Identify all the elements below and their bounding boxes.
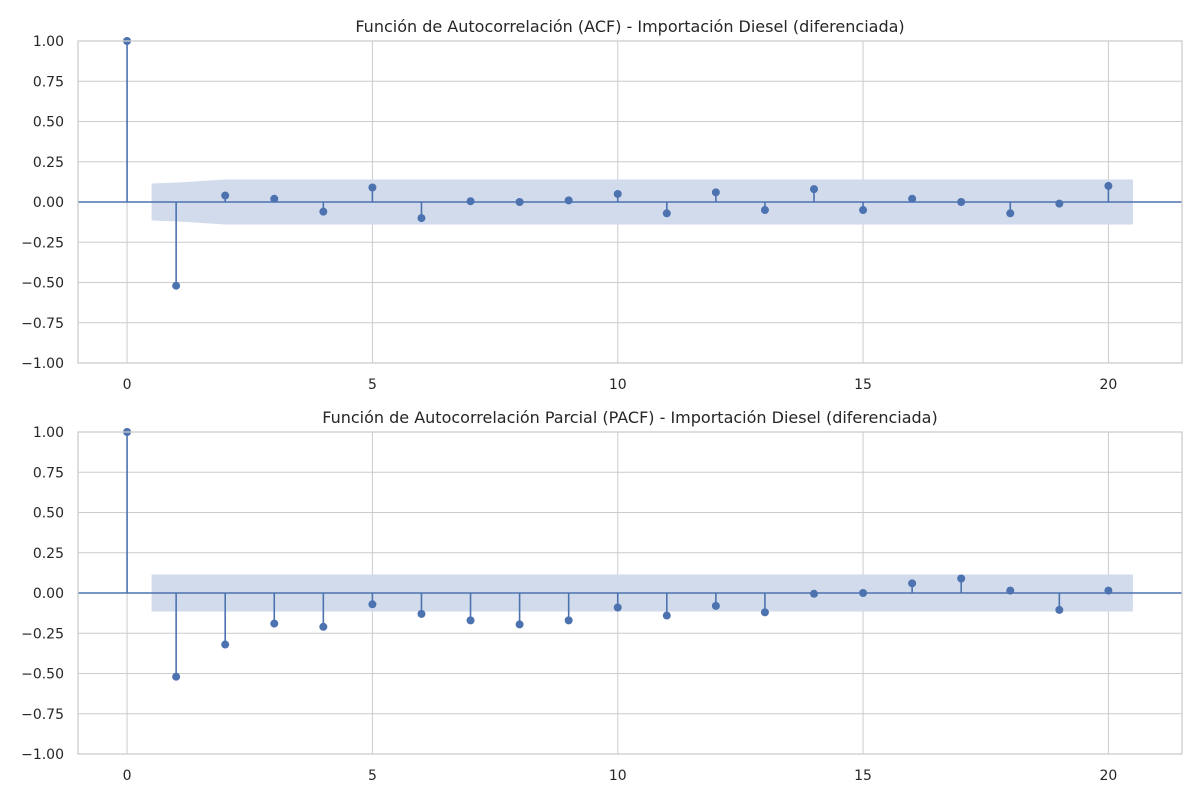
acf-point-lag-7 <box>466 197 475 206</box>
pacf-point-lag-12 <box>711 601 720 610</box>
pacf-point-lag-2 <box>221 640 230 649</box>
pacf-axes-frame <box>77 431 1183 755</box>
acf-point-lag-20 <box>1104 181 1113 190</box>
pacf-ytick-label: −0.25 <box>21 626 64 642</box>
pacf-point-lag-5 <box>368 600 377 609</box>
pacf-point-lag-3 <box>270 619 279 628</box>
pacf-point-lag-19 <box>1055 605 1064 614</box>
pacf-stems <box>123 428 1113 681</box>
acf-point-lag-1 <box>172 281 181 290</box>
acf-point-lag-2 <box>221 191 230 200</box>
acf-point-lag-14 <box>810 185 818 194</box>
pacf-ytick-label: 0.50 <box>33 506 64 522</box>
pacf-point-lag-16 <box>908 579 917 588</box>
acf-point-lag-11 <box>662 209 671 218</box>
acf-xtick-label: 0 <box>123 377 132 393</box>
acf-point-lag-13 <box>760 206 769 215</box>
acf-point-lag-8 <box>515 198 524 206</box>
pacf-xtick-label: 0 <box>123 768 132 784</box>
acf-title: Función de Autocorrelación (ACF) - Impor… <box>355 17 904 36</box>
pacf-point-lag-20 <box>1104 586 1113 595</box>
pacf-ytick-label: −0.75 <box>21 707 64 723</box>
acf-xtick-label: 5 <box>368 377 377 393</box>
pacf-xtick-label: 15 <box>854 768 872 784</box>
pacf-point-lag-6 <box>417 609 426 618</box>
pacf-point-lag-13 <box>760 608 769 617</box>
pacf-panel: 1.00 0.75 0.50 0.25 0.00 −0.25 −0.50 −0.75 −1.00… <box>21 408 1183 784</box>
pacf-ytick-label: 0.75 <box>33 465 64 481</box>
pacf-point-lag-8 <box>515 620 524 629</box>
acf-point-lag-18 <box>1006 209 1015 218</box>
acf-ytick-label: 0.25 <box>33 155 64 171</box>
pacf-point-lag-9 <box>564 616 573 625</box>
acf-panel: 1.00 0.75 0.50 0.25 0.00 −0.25 −0.50 −0.75 −1.00… <box>21 17 1183 393</box>
pacf-xtick-label: 20 <box>1099 768 1117 784</box>
acf-point-lag-3 <box>270 194 279 203</box>
pacf-point-lag-4 <box>319 622 328 631</box>
acf-point-lag-4 <box>319 207 328 216</box>
pacf-point-lag-17 <box>957 574 966 583</box>
pacf-xtick-label: 5 <box>368 768 377 784</box>
acf-ytick-label: −0.25 <box>21 235 64 251</box>
acf-xtick-label: 15 <box>854 377 872 393</box>
acf-ytick-label: 0.50 <box>33 115 64 131</box>
acf-stems <box>123 37 1113 290</box>
acf-point-lag-6 <box>417 214 426 223</box>
pacf-point-lag-11 <box>662 611 671 620</box>
pacf-ytick-label: −0.50 <box>21 667 64 683</box>
pacf-point-lag-18 <box>1006 586 1015 595</box>
pacf-point-lag-7 <box>466 616 475 625</box>
acf-point-lag-5 <box>368 183 377 192</box>
acf-ytick-label: 0.75 <box>33 74 64 90</box>
acf-point-lag-10 <box>613 189 622 198</box>
pacf-ytick-label: −1.00 <box>21 747 64 763</box>
pacf-title: Función de Autocorrelación Parcial (PACF… <box>322 408 937 427</box>
pacf-point-lag-10 <box>613 603 622 612</box>
acf-point-lag-17 <box>957 198 966 206</box>
acf-xtick-label: 10 <box>609 377 627 393</box>
acf-point-lag-12 <box>711 188 720 197</box>
pacf-ytick-label: 0.00 <box>33 586 64 602</box>
pacf-point-lag-14 <box>810 589 818 598</box>
acf-point-lag-9 <box>564 196 573 205</box>
acf-ytick-label: −0.50 <box>21 276 64 292</box>
pacf-point-lag-15 <box>859 589 868 597</box>
acf-ytick-label: −0.75 <box>21 316 64 332</box>
pacf-ytick-label: 1.00 <box>33 425 64 441</box>
pacf-point-lag-1 <box>172 672 181 681</box>
acf-ytick-label: −1.00 <box>21 356 64 372</box>
acf-ytick-label: 0.00 <box>33 195 64 211</box>
acf-ytick-label: 1.00 <box>33 34 64 50</box>
acf-point-lag-16 <box>908 194 917 203</box>
acf-point-lag-15 <box>859 206 868 215</box>
acf-axes-frame <box>77 40 1183 364</box>
pacf-ytick-label: 0.25 <box>33 546 64 562</box>
acf-point-lag-19 <box>1055 199 1064 208</box>
pacf-xtick-label: 10 <box>609 768 627 784</box>
acf-xtick-label: 20 <box>1099 377 1117 393</box>
